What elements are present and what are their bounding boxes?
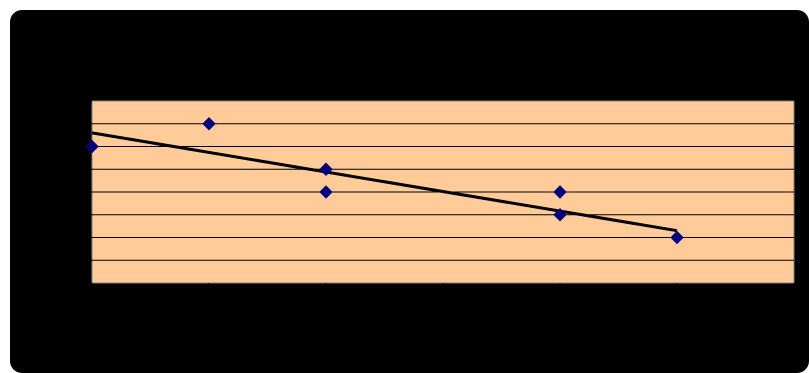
y-axis-ticks: 0 1 2 3 4 5 6 7 8	[77, 93, 92, 291]
y-axis-title: Aprobados	[37, 152, 54, 231]
y-tick-label: 5	[77, 161, 85, 177]
trendline-layer	[91, 131, 678, 233]
y-tick-label: 2	[77, 230, 85, 246]
data-point	[670, 230, 684, 245]
y-tick-label: 7	[77, 116, 85, 132]
x-tick-label: 2	[322, 303, 330, 319]
y-tick-label: 3	[77, 207, 85, 223]
data-point	[319, 185, 333, 199]
x-tick-label: 1	[205, 303, 213, 319]
x-tick-label: 0	[88, 303, 96, 319]
trendline	[91, 131, 678, 233]
data-point	[553, 185, 567, 199]
x-tick-label: 6	[790, 303, 798, 319]
x-tick-label: 3	[439, 303, 447, 319]
x-tick-label: 5	[673, 303, 681, 319]
y-tick-label: 1	[77, 252, 85, 268]
y-tick-label: 6	[77, 139, 85, 155]
y-tick-label: 0	[77, 275, 85, 291]
gridlines	[92, 123, 794, 261]
data-point	[553, 208, 567, 222]
y-tick-label: 8	[77, 93, 85, 109]
y-tick-label: 4	[77, 184, 85, 200]
data-point	[319, 162, 333, 176]
x-axis-ticks: 0 1 2 3 4 5 6	[88, 283, 798, 319]
data-point	[202, 117, 216, 131]
x-axis-title: Horas TV	[410, 335, 476, 352]
x-tick-label: 4	[556, 303, 564, 319]
data-points	[85, 117, 684, 245]
